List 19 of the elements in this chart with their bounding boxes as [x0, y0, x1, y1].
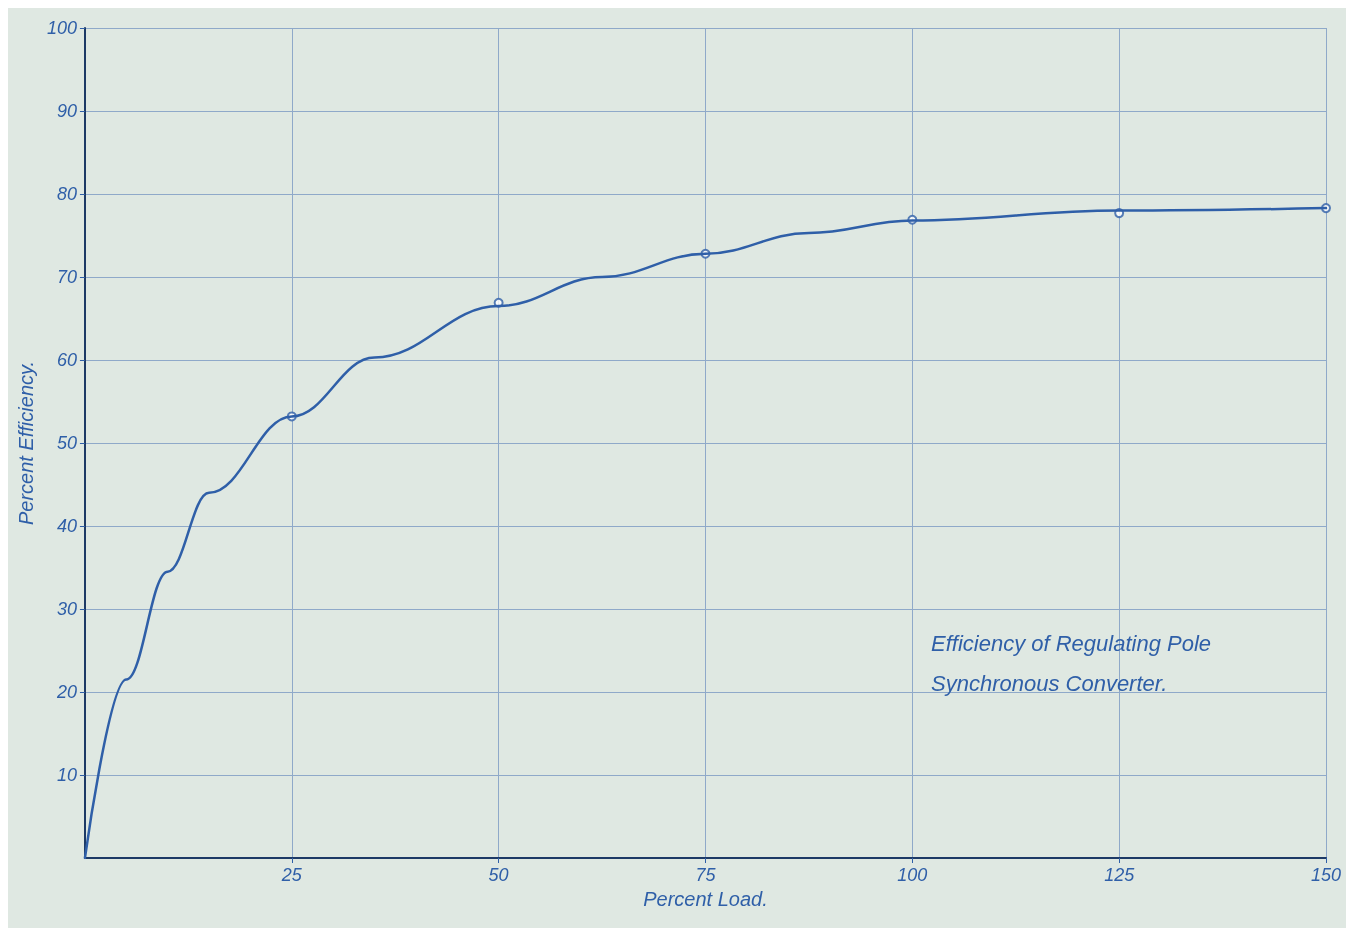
text: Efficiency of Regulating Pole Synchronous Converter.: [931, 630, 1218, 696]
x-tick-label: 100: [897, 865, 928, 885]
y-axis-title: Percent Efficiency.: [15, 360, 37, 526]
y-tick-label: 30: [56, 599, 77, 619]
x-tick-label: 125: [1104, 865, 1136, 885]
y-tick-label: 50: [56, 433, 77, 453]
y-tick-label: 40: [56, 516, 77, 536]
y-tick-label: 100: [46, 18, 77, 38]
y-tick-label: 70: [56, 267, 77, 287]
y-tick-label: 60: [56, 350, 77, 370]
x-tick-label: 50: [488, 865, 509, 885]
x-tick-label: 75: [695, 865, 717, 885]
y-tick-label: 10: [56, 765, 77, 785]
y-tick-label: 80: [56, 184, 77, 204]
x-axis-title: Percent Load.: [643, 887, 768, 910]
y-tick-label: 20: [55, 682, 77, 702]
x-tick-label: 25: [280, 865, 303, 885]
y-tick-label: 90: [56, 101, 77, 121]
x-tick-label: 150: [1310, 865, 1342, 885]
